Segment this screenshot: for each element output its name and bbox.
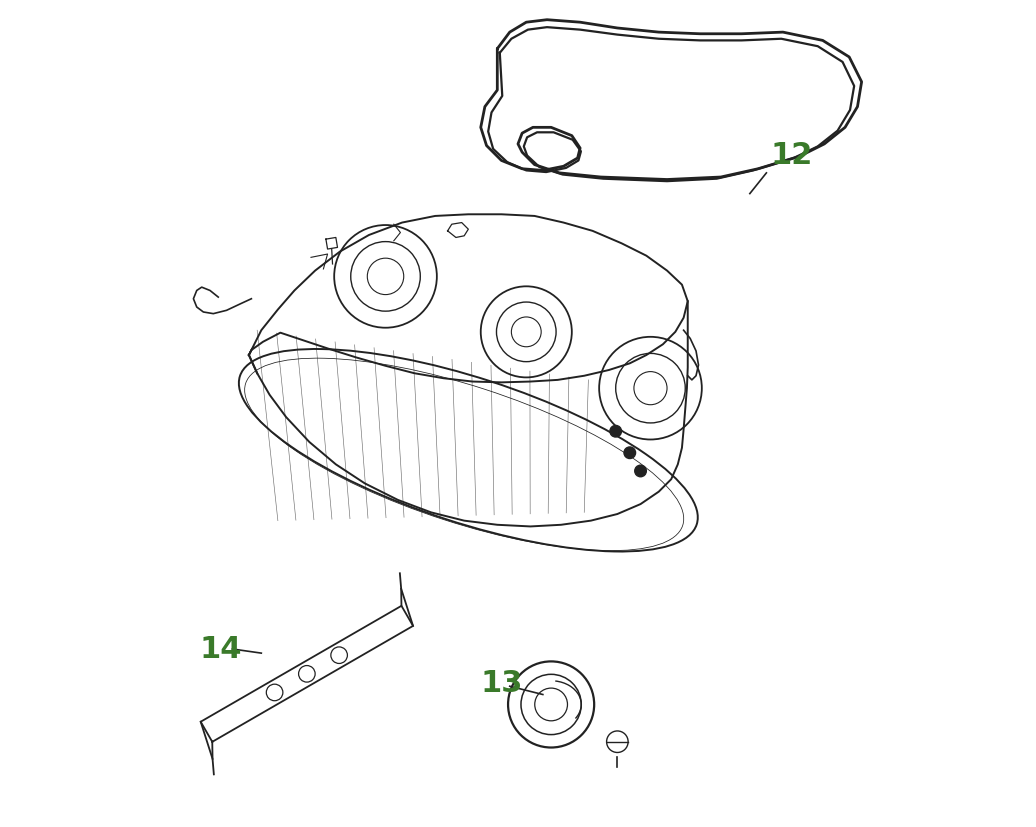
Circle shape [635,466,646,477]
Circle shape [610,426,622,437]
Text: 13: 13 [481,667,523,697]
Text: 12: 12 [771,141,813,170]
Circle shape [607,731,628,753]
Text: 14: 14 [199,634,241,664]
Circle shape [624,447,635,459]
